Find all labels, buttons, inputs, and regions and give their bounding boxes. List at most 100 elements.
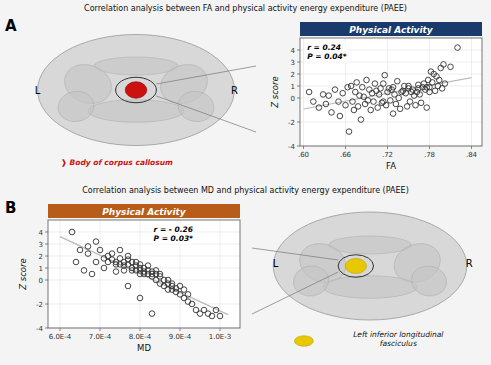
tick-label: .78 xyxy=(424,151,435,159)
grid-line xyxy=(300,122,482,123)
point xyxy=(93,259,99,265)
tick xyxy=(100,328,101,331)
point xyxy=(448,64,454,70)
point xyxy=(348,83,354,89)
point xyxy=(382,72,388,78)
plot-title: Physical Activity xyxy=(102,207,187,217)
connector xyxy=(252,272,338,314)
region-label-line: Left inferior longitudinal xyxy=(353,330,444,339)
stat-text: P = 0.04* xyxy=(307,52,347,61)
tick xyxy=(303,146,304,149)
tick-label: 0 xyxy=(291,95,295,103)
tick-label: -2 xyxy=(288,119,295,127)
tick-label: 9.0E-4 xyxy=(169,333,192,341)
point xyxy=(350,99,356,105)
side-label: R xyxy=(231,85,238,96)
brain-gyrus xyxy=(56,89,97,125)
point xyxy=(455,45,461,51)
tick xyxy=(297,62,300,63)
tick-label: 3 xyxy=(291,59,295,67)
point xyxy=(77,247,83,253)
tick xyxy=(297,98,300,99)
brain-outline xyxy=(273,212,467,320)
region-label-line: ❱ Body of corpus callosum xyxy=(61,158,173,167)
tick xyxy=(45,328,48,329)
tick-label: .66 xyxy=(340,151,352,159)
point xyxy=(397,106,403,112)
annotation-box xyxy=(152,224,195,244)
panel: Correlation analysis between FA and phys… xyxy=(5,4,482,171)
tick xyxy=(429,146,430,149)
point xyxy=(316,105,322,111)
grid-line xyxy=(48,304,240,305)
point xyxy=(97,247,103,253)
tick xyxy=(45,244,48,245)
point xyxy=(437,77,443,83)
point xyxy=(336,99,342,105)
brain-region xyxy=(345,259,366,274)
tick-label: 4 xyxy=(39,229,44,237)
fit-line xyxy=(60,237,228,315)
title-band xyxy=(48,204,240,218)
axes: .60.66.72.78.84-4-201234 xyxy=(288,38,482,159)
x-label: FA xyxy=(386,161,396,171)
tick-label: 1 xyxy=(39,265,43,273)
tick-label: 4 xyxy=(291,47,296,55)
axes: 6.0E-47.0E-48.0E-49.0E-41.0E-3-4-201234 xyxy=(36,220,240,341)
side-label: L xyxy=(273,258,279,269)
point xyxy=(311,99,317,105)
grid-line xyxy=(471,38,472,146)
plot-area xyxy=(300,38,482,146)
tick xyxy=(45,232,48,233)
tick-label: .60 xyxy=(298,151,309,159)
point xyxy=(89,271,95,277)
tick-label: 0 xyxy=(39,277,43,285)
tick xyxy=(297,74,300,75)
point xyxy=(368,107,374,113)
tick xyxy=(471,146,472,149)
point xyxy=(410,87,416,93)
point xyxy=(81,268,87,274)
point xyxy=(169,281,175,287)
point xyxy=(372,81,378,87)
point xyxy=(125,253,131,259)
point xyxy=(417,92,423,98)
region-label: Left inferior longitudinalfasciculus xyxy=(353,330,444,348)
point xyxy=(73,259,79,265)
point xyxy=(109,251,115,257)
point xyxy=(358,117,364,123)
point xyxy=(125,283,131,289)
tick xyxy=(297,86,300,87)
title-band xyxy=(300,22,482,36)
side-label: R xyxy=(466,258,473,269)
point xyxy=(396,95,402,101)
annotation: r = 0.24P = 0.04* xyxy=(307,43,347,61)
point xyxy=(306,89,312,95)
point xyxy=(217,313,223,319)
brain-gyrus xyxy=(176,89,217,125)
tick-label: 1 xyxy=(291,83,295,91)
point xyxy=(101,265,107,271)
brain-gyrus xyxy=(291,263,331,299)
point xyxy=(213,307,219,313)
tick xyxy=(45,268,48,269)
point xyxy=(427,89,433,95)
point xyxy=(424,105,430,111)
tick xyxy=(45,256,48,257)
point xyxy=(209,313,215,319)
point xyxy=(326,93,332,99)
stat-text: P = 0.03* xyxy=(154,234,194,243)
grid-line xyxy=(220,220,221,328)
background xyxy=(0,0,491,365)
tick xyxy=(220,328,221,331)
point xyxy=(418,100,424,106)
grid-line xyxy=(100,220,101,328)
tick xyxy=(345,146,346,149)
grid-line xyxy=(387,38,388,146)
plot-frame xyxy=(48,220,240,328)
grid-line xyxy=(48,256,240,257)
point xyxy=(388,98,394,104)
point xyxy=(189,301,195,307)
x-label: MD xyxy=(137,343,151,353)
plot-area xyxy=(48,220,240,328)
